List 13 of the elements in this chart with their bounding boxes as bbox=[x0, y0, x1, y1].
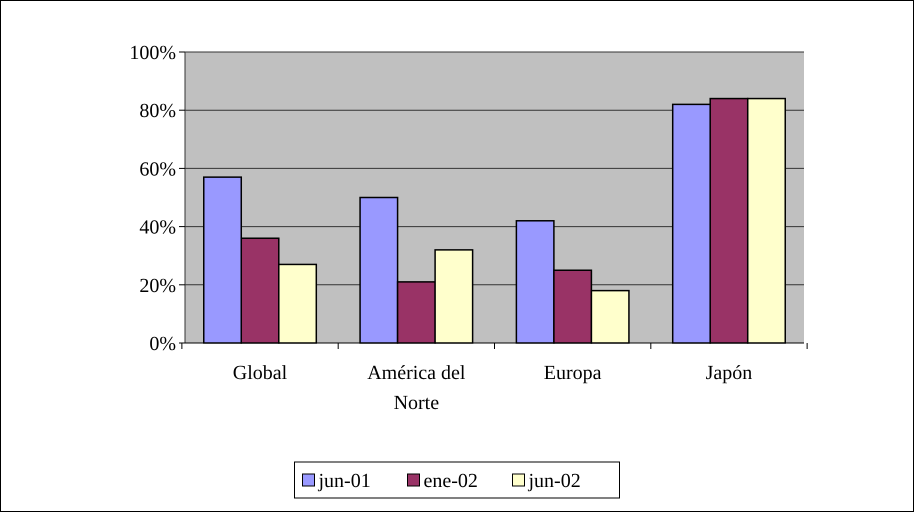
y-tick-label: 100% bbox=[129, 42, 176, 64]
legend-label: ene-02 bbox=[424, 470, 478, 492]
x-tick-label: Global bbox=[232, 362, 288, 384]
legend-label: jun-02 bbox=[528, 470, 581, 492]
legend-label: jun-01 bbox=[318, 470, 371, 492]
x-tick-label: Europa bbox=[544, 362, 602, 384]
y-tick-label: 20% bbox=[139, 274, 176, 297]
x-tick-label: Japón bbox=[706, 362, 752, 384]
y-tick-label: 0% bbox=[149, 333, 176, 355]
y-tick-label: 80% bbox=[139, 100, 176, 122]
x-tick-label: América del Norte bbox=[367, 362, 466, 414]
y-tick-label: 60% bbox=[139, 158, 176, 180]
y-tick-label: 40% bbox=[139, 216, 176, 239]
